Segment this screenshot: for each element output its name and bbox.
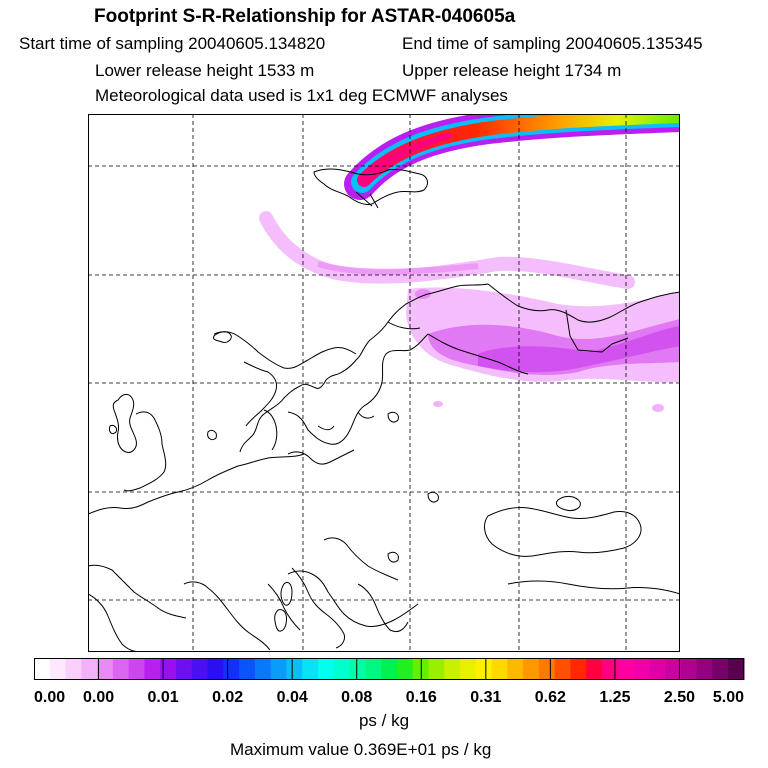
legend-color-cell [207,658,224,680]
maximum-value: Maximum value 0.369E+01 ps / kg [230,740,492,759]
meteorological-data-note: Meteorological data used is 1x1 deg ECMW… [95,86,508,105]
color-legend: 0.00 0.00 0.01 0.02 0.04 0.08 0.16 0.31 0.62 1.25… [34,658,745,706]
legend-color-cell [365,658,382,680]
legend-color-cell [381,658,398,680]
legend-tick-label: 0.16 [406,689,437,706]
legend-color-cell [428,658,445,680]
legend-color-cell [81,658,98,680]
footprint-map [88,114,680,652]
color-legend-labels: 0.00 0.00 0.01 0.02 0.04 0.08 0.16 0.31 0.62 1.25… [34,689,744,706]
grid-lines [88,114,680,652]
legend-tick-label: 0.04 [277,689,308,706]
legend-color-cell [128,658,145,680]
legend-color-cell [444,658,461,680]
legend-color-cell [270,658,287,680]
legend-color-cell [254,658,272,680]
legend-color-cell [97,658,114,680]
legend-color-cell [665,658,682,680]
legend-color-cell [160,658,177,680]
end-time: End time of sampling 20040605.135345 [402,34,703,53]
legend-color-cell [144,658,161,680]
legend-color-cell [302,658,319,680]
legend-tick-label: 2.50 [664,689,695,706]
legend-color-cell [65,658,82,680]
coastlines [88,168,680,652]
legend-color-cell [633,658,650,680]
faint-arc-plume [259,211,635,289]
color-legend-frame [34,658,744,680]
legend-tick-label: 0.02 [212,689,243,706]
legend-tick-label: 1.25 [599,689,630,706]
legend-color-cell [286,658,303,680]
legend-color-cell [223,658,240,680]
legend-color-cell [617,658,635,680]
legend-color-cell [538,658,556,680]
legend-color-cell [396,658,414,680]
legend-color-cell [176,658,193,680]
start-time: Start time of sampling 20040605.134820 [19,34,326,53]
legend-color-cell [34,658,51,680]
legend-tick-label: 0.62 [535,689,566,706]
legend-color-cell [349,658,366,680]
legend-color-cell [49,658,67,680]
legend-color-cell [680,658,698,680]
map-frame [88,114,680,652]
legend-color-cell [586,658,603,680]
color-legend-cells [34,658,745,680]
legend-color-cell [712,658,729,680]
plot-title: Footprint S-R-Relationship for ASTAR-040… [94,6,516,27]
legend-color-cell [570,658,587,680]
legend-color-cell [649,658,666,680]
legend-tick-label: 0.00 [34,689,65,706]
footprint-field [259,114,680,412]
legend-color-cell [333,658,351,680]
legend-color-cell [523,658,540,680]
legend-color-cell [191,658,209,680]
legend-color-cell [112,658,130,680]
legend-tick-label: 0.31 [470,689,501,706]
legend-color-cell [602,658,619,680]
legend-color-cell [507,658,524,680]
legend-tick-label: 0.08 [341,689,372,706]
legend-tick-label: 5.00 [713,689,744,706]
legend-color-cell [239,658,256,680]
legend-color-cell [696,658,713,680]
legend-color-cell [318,658,335,680]
legend-tick-label: 0.01 [148,689,179,706]
legend-color-cell [460,658,477,680]
legend-color-cell [554,658,571,680]
legend-tick-label: 0.00 [83,689,114,706]
legend-color-cell [491,658,508,680]
legend-color-cell [475,658,493,680]
upper-release-height: Upper release height 1734 m [402,61,622,80]
legend-unit: ps / kg [358,711,410,730]
legend-color-cell [728,658,745,680]
lower-release-height: Lower release height 1533 m [95,61,315,80]
